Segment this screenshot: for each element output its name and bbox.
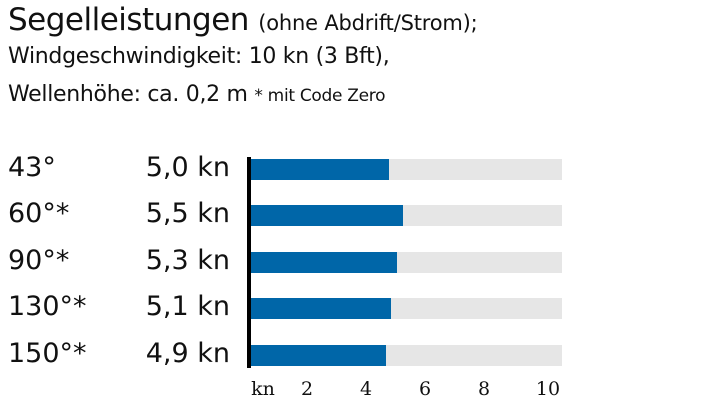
- row-angle: 60°*: [8, 198, 70, 229]
- bar-track: [251, 252, 562, 273]
- x-tick: 4: [359, 378, 373, 400]
- bar-row: 43° 5,0 kn: [0, 152, 712, 192]
- speed-bar: [251, 205, 403, 226]
- bar-row: 60°* 5,5 kn: [0, 198, 712, 238]
- chart-title-main: Segelleistungen: [8, 2, 249, 38]
- bar-track: [251, 345, 562, 366]
- row-speed: 5,1 kn: [145, 291, 230, 322]
- chart-title-sub: (ohne Abdrift/Strom);: [258, 11, 478, 35]
- row-angle: 150°*: [8, 338, 87, 369]
- code-zero-note: * mit Code Zero: [254, 86, 386, 106]
- row-speed: 5,0 kn: [145, 152, 230, 183]
- row-angle: 130°*: [8, 291, 87, 322]
- bar-row: 150°* 4,9 kn: [0, 338, 712, 378]
- wind-speed-line: Windgeschwindigkeit: 10 kn (3 Bft),: [8, 44, 390, 69]
- wave-height-line: Wellenhöhe: ca. 0,2 m * mit Code Zero: [8, 82, 385, 107]
- x-tick: 8: [477, 378, 491, 400]
- x-tick: 10: [535, 378, 561, 400]
- speed-bar: [251, 298, 392, 319]
- row-speed: 5,3 kn: [145, 245, 230, 276]
- x-tick: 2: [300, 378, 314, 400]
- speed-bar: [251, 159, 389, 180]
- row-speed: 5,5 kn: [145, 198, 230, 229]
- bar-track: [251, 205, 562, 226]
- bar-row: 130°* 5,1 kn: [0, 291, 712, 331]
- bar-row: 90°* 5,3 kn: [0, 245, 712, 285]
- bar-track: [251, 298, 562, 319]
- row-angle: 43°: [8, 152, 56, 183]
- speed-bar: [251, 252, 397, 273]
- wave-height-text: Wellenhöhe: ca. 0,2 m: [8, 82, 248, 107]
- chart-title: Segelleistungen (ohne Abdrift/Strom);: [8, 2, 478, 38]
- x-tick: 6: [418, 378, 432, 400]
- x-axis-unit-label: kn: [251, 378, 275, 400]
- speed-bar: [251, 345, 386, 366]
- row-angle: 90°*: [8, 245, 70, 276]
- row-speed: 4,9 kn: [145, 338, 230, 369]
- bar-track: [251, 159, 562, 180]
- y-axis-line: [247, 157, 251, 368]
